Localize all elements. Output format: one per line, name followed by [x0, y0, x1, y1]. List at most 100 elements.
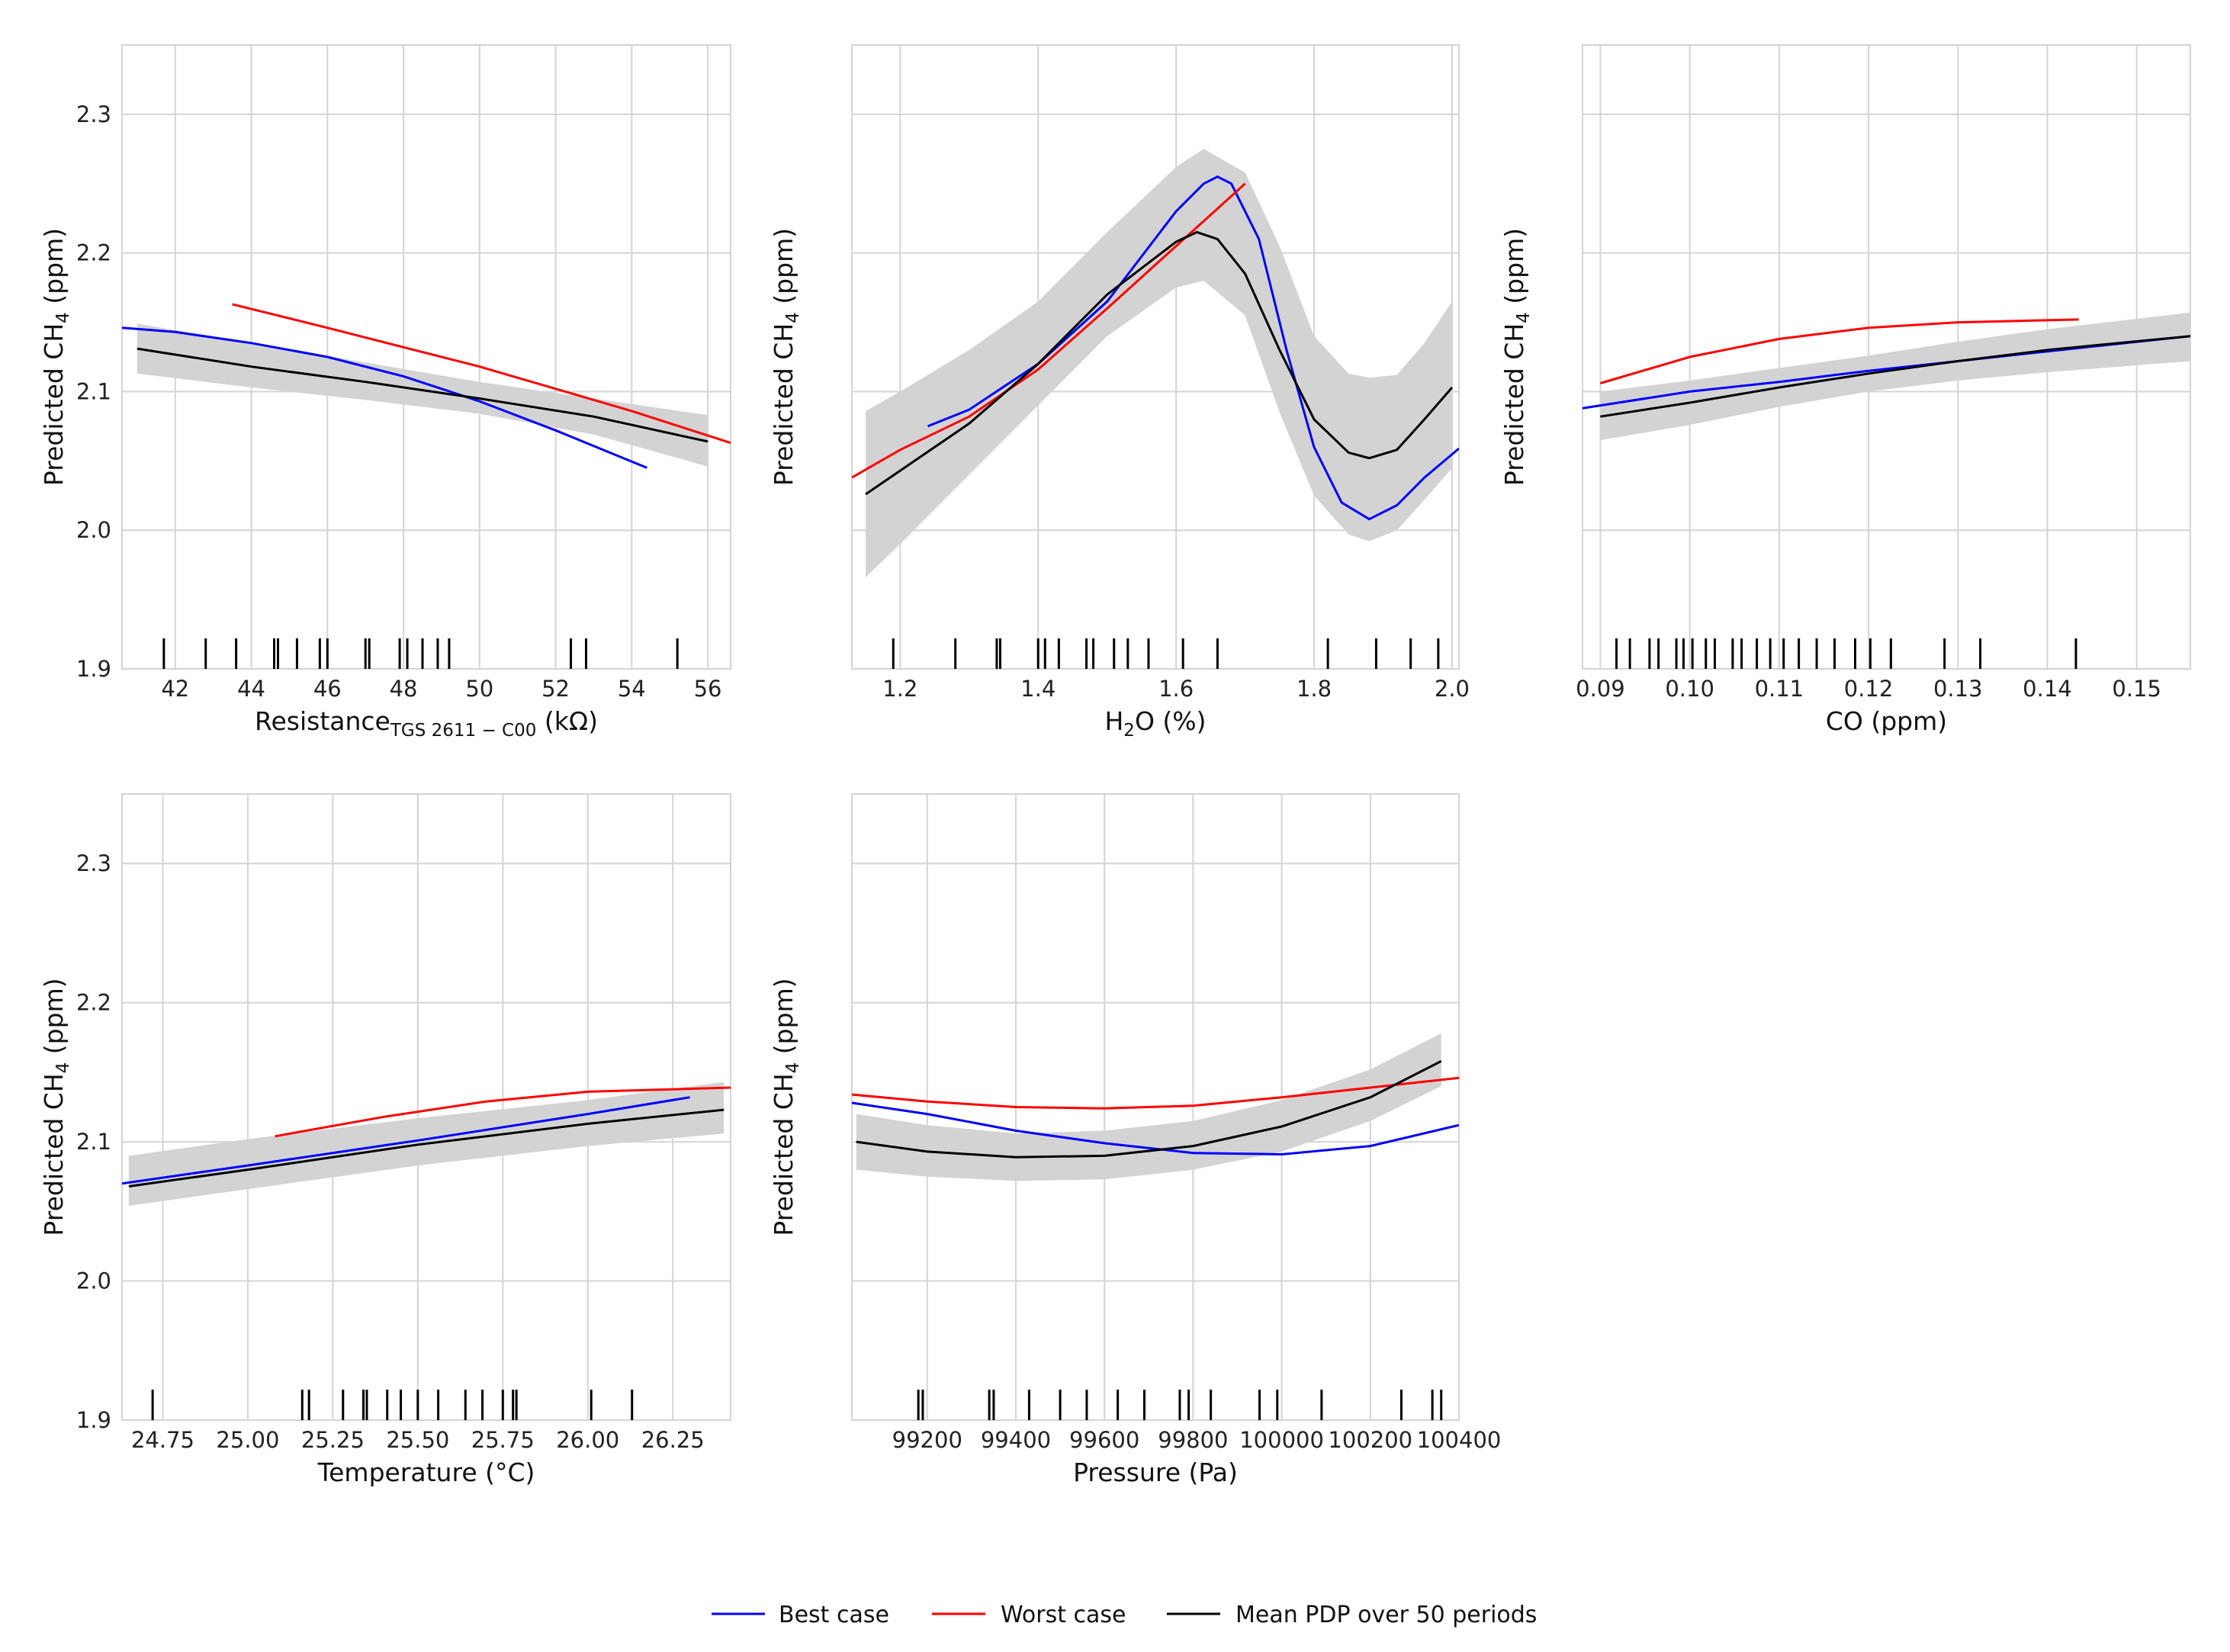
- x-axis-label-unit: O (%): [1135, 706, 1207, 736]
- x-tick-label: 99600: [1069, 1427, 1139, 1453]
- x-tick-label: 0.11: [1755, 676, 1804, 702]
- x-tick-label: 25.00: [216, 1427, 279, 1453]
- x-tick-label: 26.25: [641, 1427, 705, 1453]
- x-tick-label: 0.14: [2023, 676, 2072, 702]
- series-line-best-case: [852, 1101, 1459, 1156]
- y-axis-label-main: Predicted CH: [39, 1073, 69, 1236]
- series-line-worst-case: [232, 303, 731, 445]
- x-axis-label: H2O (%): [1104, 706, 1206, 741]
- x-tick-label: 99400: [981, 1427, 1051, 1453]
- y-axis-label: Predicted CH4 (ppm): [1499, 228, 1534, 486]
- y-tick-label: 2.2: [76, 990, 111, 1016]
- y-axis-label: Predicted CH4 (ppm): [39, 228, 73, 486]
- plot-contents: [1583, 312, 2190, 669]
- y-axis-label-unit: (ppm): [1499, 228, 1529, 312]
- x-tick-label: 26.00: [556, 1427, 619, 1453]
- x-tick-label: 0.13: [1933, 676, 1983, 702]
- x-axis-label-main: Resistance: [255, 706, 390, 736]
- x-axis-label: CO (ppm): [1826, 706, 1947, 736]
- x-axis-label: Temperature (°C): [317, 1458, 535, 1487]
- y-tick-label: 2.0: [76, 1268, 111, 1294]
- confidence-band: [866, 149, 1452, 578]
- series-line-mean-pdp: [1600, 335, 2190, 418]
- y-tick-label: 2.1: [76, 378, 111, 404]
- y-tick-label: 1.9: [76, 656, 111, 682]
- y-axis-label-subscript: 4: [783, 1062, 803, 1074]
- y-axis-label: Predicted CH4 (ppm): [769, 228, 803, 486]
- x-tick-label: 0.12: [1844, 676, 1894, 702]
- chart-panel-3: 0.09 0.10 0.11 0.12 0.13 0.14 0.15 CO (ppm) Pred…: [1499, 44, 2191, 736]
- x-tick-label: 2.0: [1435, 676, 1470, 702]
- x-axis-label: ResistanceTGS 2611 − C00 (kΩ): [255, 706, 598, 741]
- x-axis-label-subscript: TGS 2611 − C00: [390, 721, 537, 741]
- confidence-band: [137, 323, 709, 467]
- series-line-mean-pdp: [137, 347, 709, 443]
- x-tick-label: 0.10: [1665, 676, 1714, 702]
- x-tick-label: 44: [237, 676, 265, 702]
- y-axis-label-subscript: 4: [53, 1062, 73, 1074]
- plot-area: [851, 44, 1460, 670]
- series-line-worst-case: [852, 1076, 1459, 1110]
- x-tick-label: 1.4: [1020, 676, 1056, 702]
- x-tick-label: 99200: [892, 1427, 962, 1453]
- y-axis-label-main: Predicted CH: [1499, 323, 1529, 486]
- series-line-worst-case: [1599, 318, 2079, 384]
- chart-panel-2: 1.2 1.4 1.6 1.8 2.0 H2O (%) Predicted CH4 (ppm…: [769, 44, 1470, 741]
- series-line-worst-case: [275, 1086, 731, 1138]
- series-line-best-case: [122, 326, 647, 469]
- x-tick-label: 42: [161, 676, 189, 702]
- x-tick-label: 1.8: [1297, 676, 1332, 702]
- y-axis-label-subscript: 4: [53, 312, 73, 323]
- x-axis-label-main: Temperature (: [317, 1458, 495, 1487]
- plot-contents: [122, 1082, 731, 1420]
- legend-label-mean-pdp: Mean PDP over 50 periods: [1235, 1602, 1537, 1628]
- x-tick-label: 100000: [1239, 1427, 1324, 1453]
- y-axis-label: Predicted CH4 (ppm): [39, 978, 73, 1236]
- series-line-worst-case: [852, 182, 1246, 479]
- x-tick-label: 46: [313, 676, 342, 702]
- series-line-mean-pdp: [128, 1108, 725, 1188]
- x-tick-label: 100200: [1328, 1427, 1412, 1453]
- plot-contents: [852, 149, 1459, 669]
- y-tick-label: 2.3: [76, 101, 111, 127]
- x-tick-label: 56: [694, 676, 722, 702]
- x-axis-label-main: H: [1104, 706, 1123, 736]
- y-axis-label-unit: (ppm): [39, 228, 69, 312]
- x-axis-label-main: CO (ppm): [1826, 706, 1947, 736]
- y-axis-label-unit: (ppm): [39, 978, 69, 1062]
- x-tick-label: 25.25: [301, 1427, 365, 1453]
- confidence-band: [1600, 312, 2190, 441]
- x-tick-label: 52: [541, 676, 570, 702]
- confidence-band: [856, 1033, 1441, 1181]
- series-line-mean-pdp: [865, 230, 1454, 496]
- x-tick-label: 50: [465, 676, 493, 702]
- x-axis-label: Pressure (Pa): [1073, 1458, 1238, 1487]
- x-axis-label-unit: (kΩ): [536, 706, 598, 736]
- x-tick-label: 24.75: [131, 1427, 194, 1453]
- plot-contents: [122, 303, 731, 669]
- chart-panel-1: 42 44 46 48 50 52 54 56 1.9 2.0 2.1 2.2 2.3 Resistanc…: [39, 44, 731, 741]
- chart-panel-4: 24.75 25.00 25.25 25.50 25.75 26.00 26.25 1.9 2.…: [39, 793, 731, 1487]
- series-line-best-case: [1583, 335, 2190, 410]
- series-line-mean-pdp: [856, 1059, 1442, 1159]
- y-axis-label-subscript: 4: [783, 312, 803, 323]
- legend-label-worst-case: Worst case: [1001, 1602, 1126, 1628]
- x-axis-label-unit: °C): [495, 1458, 535, 1487]
- y-tick-label: 2.3: [76, 850, 111, 876]
- x-tick-label: 100400: [1417, 1427, 1502, 1453]
- x-tick-label: 1.2: [882, 676, 917, 702]
- legend-label-best-case: Best case: [779, 1602, 889, 1628]
- y-tick-label: 2.2: [76, 240, 111, 266]
- series-line-best-case: [927, 175, 1459, 521]
- y-axis-label: Predicted CH4 (ppm): [769, 978, 803, 1236]
- x-tick-label: 48: [390, 676, 418, 702]
- legend: Best case Worst case Mean PDP over 50 pe…: [712, 1602, 1537, 1628]
- y-tick-label: 2.0: [76, 517, 111, 543]
- x-tick-label: 99800: [1158, 1427, 1228, 1453]
- series-line-best-case: [122, 1096, 690, 1185]
- y-axis-label-main: Predicted CH: [769, 1073, 798, 1236]
- y-axis-label-main: Predicted CH: [769, 323, 798, 486]
- x-tick-label: 54: [618, 676, 646, 702]
- x-axis-label-main: Pressure (Pa): [1073, 1458, 1238, 1487]
